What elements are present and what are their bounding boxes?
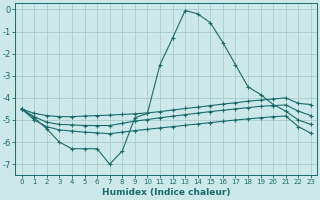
X-axis label: Humidex (Indice chaleur): Humidex (Indice chaleur) [102,188,230,197]
